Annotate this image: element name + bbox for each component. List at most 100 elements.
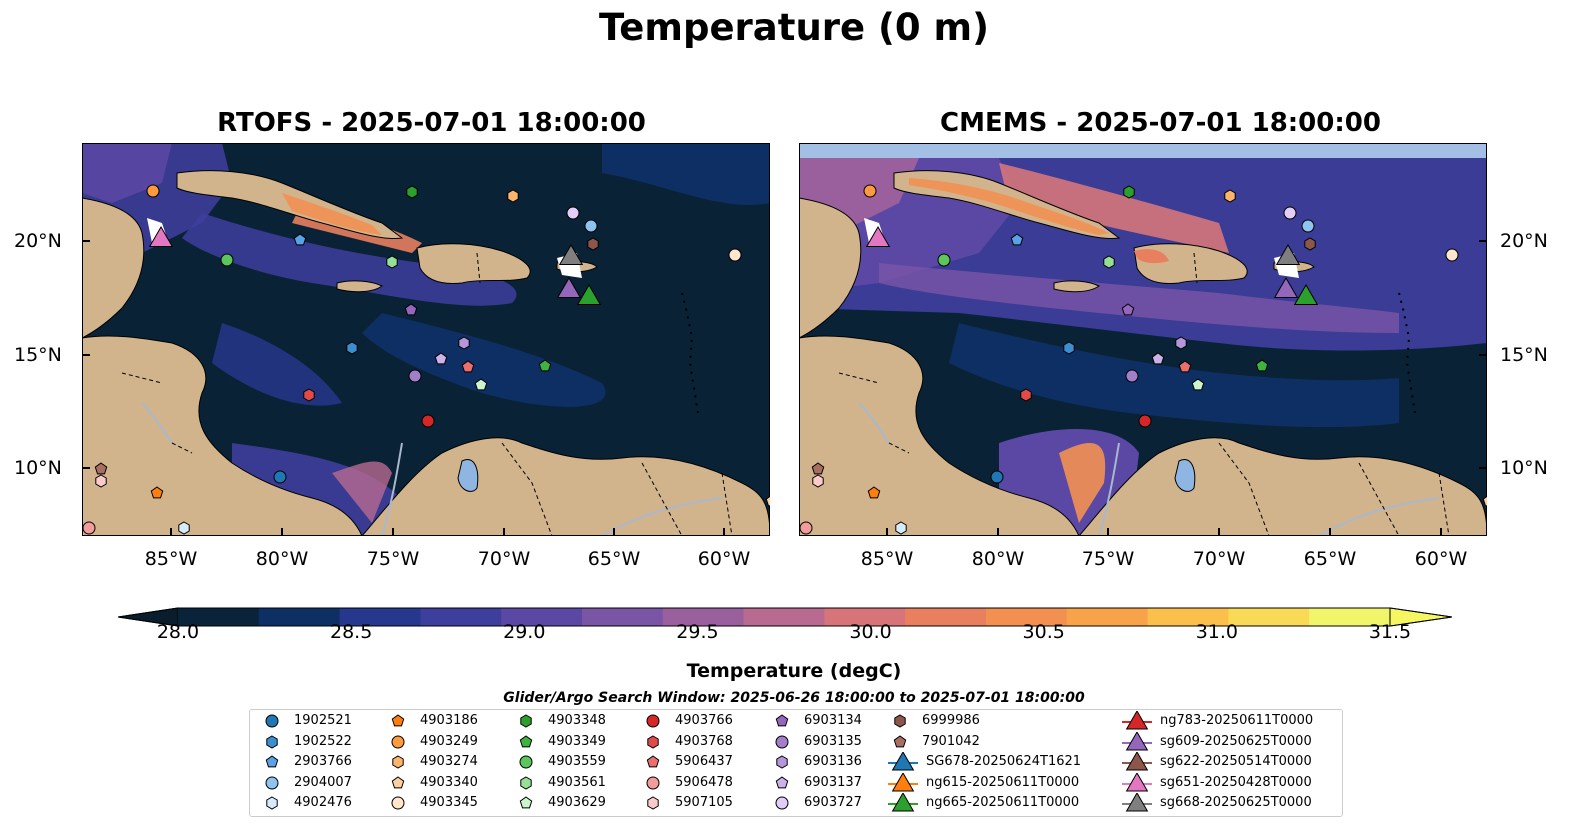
latitude-tick-label: 20°N	[1500, 230, 1548, 252]
argo-float-marker	[584, 219, 598, 233]
longitude-tick-label: 75°W	[366, 548, 420, 570]
colorbar-segment	[1309, 608, 1391, 626]
glider-marker	[148, 226, 174, 247]
glider-marker	[558, 244, 584, 265]
legend-glider-icon	[1125, 752, 1149, 771]
rtofs-panel-title: RTOFS - 2025-07-01 18:00:00	[217, 108, 646, 138]
colorbar	[118, 607, 1452, 627]
legend-label: 5907105	[675, 795, 733, 810]
legend-label: ng665-20250611T0000	[926, 795, 1080, 810]
legend-marker-icon	[519, 755, 533, 769]
argo-float-marker	[765, 495, 770, 507]
legend-label: 4903345	[420, 795, 478, 810]
colorbar-segment	[1228, 608, 1310, 626]
argo-float-marker	[1121, 303, 1135, 316]
legend-label: 6903727	[804, 795, 862, 810]
argo-float-marker	[937, 253, 951, 267]
argo-float-marker	[95, 474, 107, 488]
glider-marker	[1275, 244, 1301, 265]
legend-label: 2904007	[294, 774, 352, 790]
legend-label: 2903766	[294, 754, 352, 769]
legend-label: 6999986	[922, 713, 980, 728]
colorbar-tick-label: 29.5	[676, 621, 719, 643]
cmems-panel-title: CMEMS - 2025-07-01 18:00:00	[940, 108, 1381, 138]
colorbar-tick-label: 30.0	[849, 621, 892, 643]
legend-marker-icon	[646, 714, 660, 728]
legend-label: 6903134	[804, 713, 862, 728]
argo-float-marker	[458, 336, 470, 350]
legend-label: 5906478	[675, 774, 733, 790]
argo-float-marker	[566, 206, 580, 220]
colorbar-tick-label: 31.0	[1195, 621, 1238, 643]
legend-glider-icon	[1125, 731, 1149, 750]
colorbar-segment	[743, 608, 825, 626]
argo-float-marker	[895, 521, 907, 535]
argo-float-marker	[1151, 352, 1165, 365]
glider-marker	[556, 277, 582, 298]
legend-label: 4903561	[548, 774, 606, 790]
latitude-tick-label: 15°N	[1500, 344, 1548, 366]
legend: 1902521 1902522 2903766 2904007 4902476 49031…	[249, 709, 1343, 817]
legend-marker-icon	[893, 734, 907, 747]
argo-float-marker	[386, 255, 398, 269]
argo-float-marker	[303, 388, 315, 402]
latitude-tick-label: 10°N	[14, 457, 62, 479]
argo-float-marker	[1175, 336, 1187, 350]
legend-label: sg668-20250625T0000	[1160, 795, 1312, 810]
longitude-tick-label: 80°W	[971, 548, 1025, 570]
legend-label: 4903629	[548, 795, 606, 810]
glider-marker	[1273, 277, 1299, 298]
legend-marker-icon	[520, 775, 532, 790]
argo-float-marker	[178, 521, 190, 535]
longitude-tick-label: 85°W	[860, 548, 914, 570]
legend-glider-icon	[1125, 711, 1149, 730]
colorbar-segment	[1147, 608, 1229, 626]
legend-marker-icon	[775, 735, 789, 748]
colorbar-tick-label: 28.5	[329, 621, 373, 643]
figure-suptitle: Temperature (0 m)	[598, 6, 990, 49]
legend-marker-icon	[520, 714, 532, 728]
longitude-tick-label: 60°W	[697, 548, 751, 570]
latitude-tick-label: 15°N	[14, 344, 62, 366]
colorbar-tick-label: 30.5	[1022, 621, 1065, 643]
cmems-map	[799, 143, 1487, 536]
legend-marker-icon	[519, 734, 533, 747]
argo-float-marker	[990, 470, 1004, 484]
argo-float-marker	[1103, 255, 1115, 269]
argo-float-marker	[94, 462, 108, 475]
legend-marker-icon	[775, 714, 789, 727]
argo-float-marker	[461, 360, 475, 373]
colorbar-segment	[501, 608, 583, 626]
argo-float-marker	[1063, 341, 1075, 355]
colorbar-segment	[824, 608, 906, 626]
legend-label: 4903559	[548, 754, 606, 769]
legend-label: 5906437	[675, 754, 733, 769]
longitude-tick-label: 75°W	[1081, 548, 1135, 570]
longitude-tick-label: 65°W	[587, 548, 641, 570]
argo-float-marker	[434, 352, 448, 365]
argo-float-marker	[406, 185, 418, 199]
argo-float-marker	[811, 462, 825, 475]
argo-float-marker	[863, 184, 877, 198]
legend-glider-icon	[891, 772, 915, 791]
glider-marker	[865, 226, 891, 247]
legend-label: 1902521	[294, 713, 352, 728]
longitude-tick-label: 60°W	[1414, 548, 1468, 570]
legend-marker-icon	[391, 775, 405, 788]
legend-glider-icon	[1125, 772, 1149, 791]
colorbar-segment	[258, 608, 341, 626]
argo-float-marker	[1283, 206, 1297, 220]
legend-marker-icon	[646, 755, 660, 768]
legend-marker-icon	[391, 714, 405, 727]
legend-label: 4903249	[420, 733, 478, 749]
colorbar-segment	[339, 608, 421, 626]
longitude-tick-label: 85°W	[144, 548, 198, 570]
colorbar-tick-label: 28.0	[156, 621, 200, 643]
legend-label: 6903136	[804, 754, 862, 769]
legend-label: SG678-20250624T1621	[926, 754, 1082, 769]
legend-label: 6903135	[804, 733, 862, 749]
argo-float-marker	[404, 303, 418, 316]
argo-float-marker	[1301, 219, 1315, 233]
argo-float-marker	[728, 248, 742, 262]
longitude-tick-label: 70°W	[477, 548, 531, 570]
